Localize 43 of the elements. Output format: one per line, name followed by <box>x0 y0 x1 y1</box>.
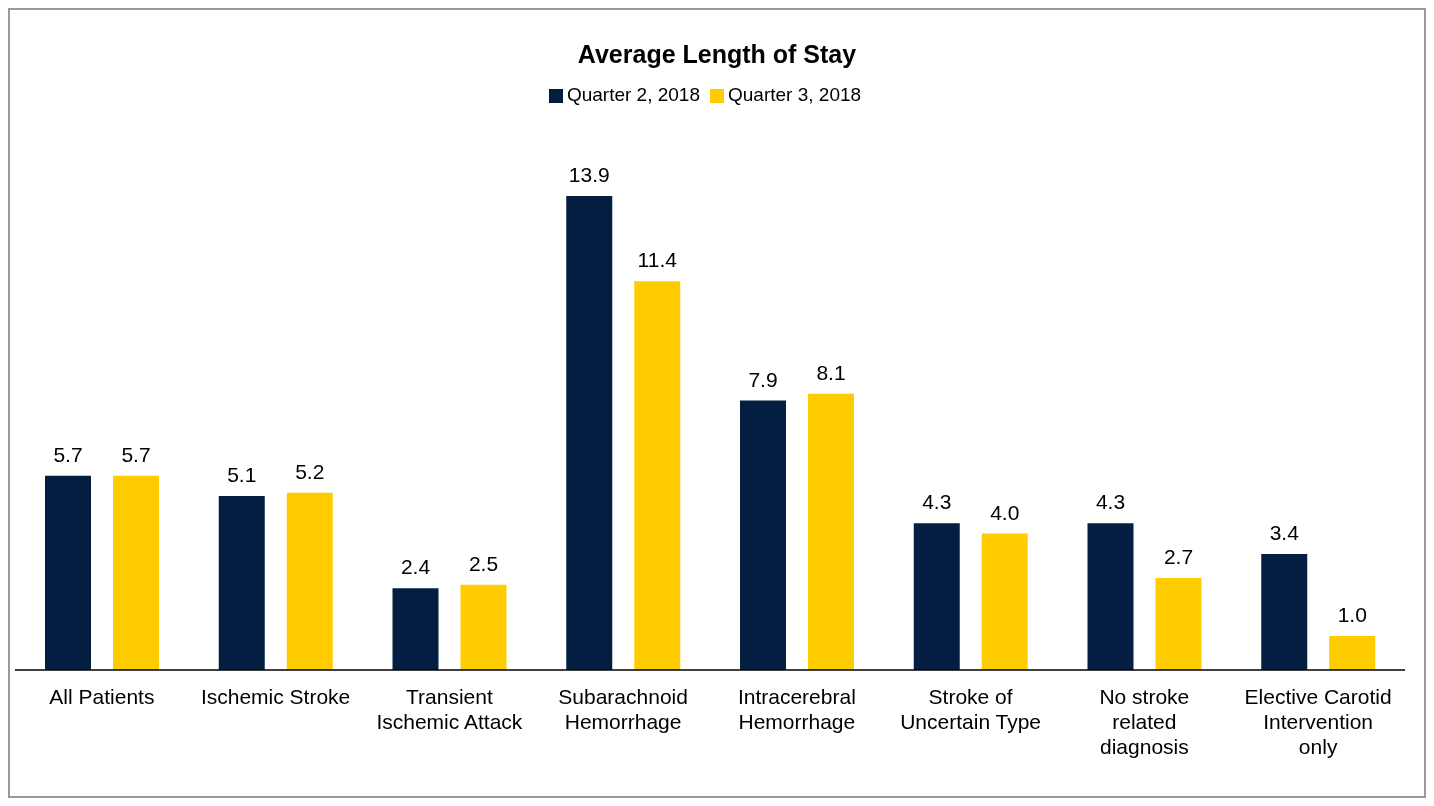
x-tick-label: Stroke of Uncertain Type <box>900 685 1042 733</box>
bar <box>913 523 960 670</box>
x-tick-label: Elective Carotid Intervention only <box>1244 685 1392 758</box>
legend-label: Quarter 3, 2018 <box>728 84 862 105</box>
data-label: 1.0 <box>1337 602 1367 626</box>
bar <box>1261 554 1308 670</box>
data-label: 13.9 <box>568 163 610 186</box>
bar <box>1087 523 1134 670</box>
bar <box>808 393 854 670</box>
data-label: 7.9 <box>748 367 778 391</box>
data-label: 2.5 <box>468 551 499 575</box>
bar <box>460 584 507 670</box>
data-label: 4.0 <box>990 500 1020 524</box>
data-label: 5.2 <box>295 459 325 483</box>
data-label: 5.7 <box>53 442 83 466</box>
data-label: 4.3 <box>922 490 952 514</box>
chart-title: Average Length of Stay <box>576 40 858 70</box>
bar <box>1155 577 1202 670</box>
bar <box>392 588 439 670</box>
data-label: 8.1 <box>816 360 846 384</box>
data-label: 2.4 <box>400 555 431 579</box>
x-tick-label: Intracerebral Hemorrhage <box>737 685 856 733</box>
bar <box>740 400 786 670</box>
x-tick-label: All Patients <box>49 685 155 708</box>
data-label: 5.7 <box>121 442 151 466</box>
x-tick-label: Subarachnoid Hemorrhage <box>558 685 688 733</box>
data-label: 4.3 <box>1095 490 1126 514</box>
x-tick-label: Transient Ischemic Attack <box>376 685 523 733</box>
bar <box>981 533 1028 670</box>
bar <box>45 475 91 670</box>
data-label: 2.7 <box>1163 544 1194 568</box>
bar <box>634 281 681 670</box>
bar <box>113 475 159 670</box>
bar <box>218 496 265 670</box>
bar <box>286 492 333 670</box>
x-tick-label: Ischemic Stroke <box>200 685 351 708</box>
legend-label: Quarter 2, 2018 <box>566 84 700 105</box>
data-label: 5.1 <box>227 463 257 487</box>
data-label: 3.4 <box>1269 521 1300 545</box>
data-label: 11.4 <box>637 248 678 272</box>
bar <box>1329 635 1376 670</box>
bar <box>566 196 613 670</box>
x-tick-label: No stroke related diagnosis <box>1099 685 1190 758</box>
